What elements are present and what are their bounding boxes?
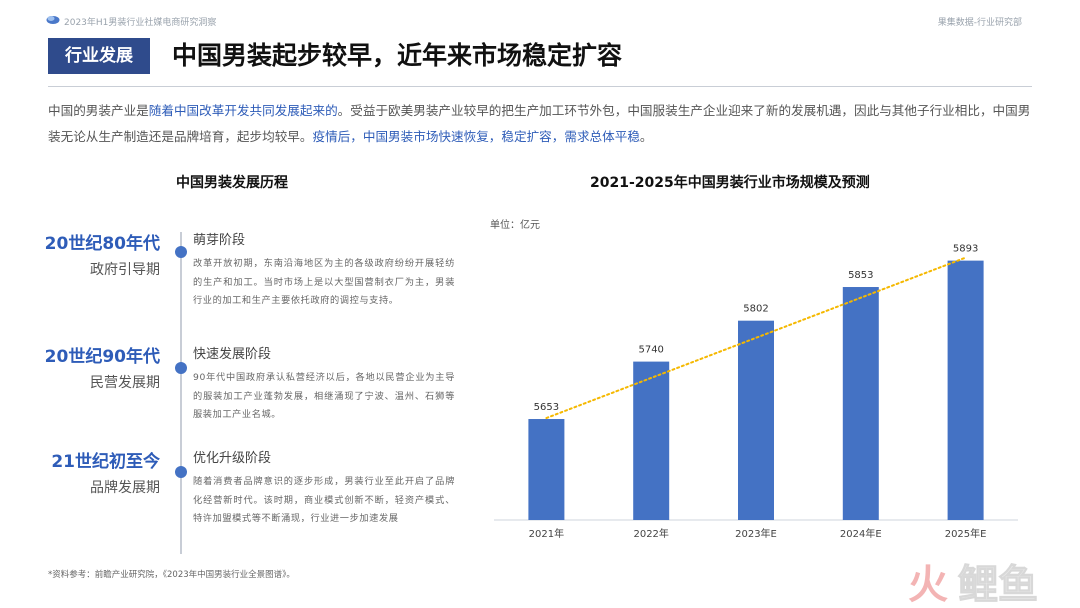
era-1: 20世纪80年代 政府引导期 <box>20 233 160 281</box>
page-title: 中国男装起步较早，近年来市场稳定扩容 <box>172 41 623 70</box>
stage-description: 90年代中国政府承认私营经济以后，各地以民营企业为主导的服装加工产业蓬勃发展，相… <box>193 372 455 420</box>
timeline-title: 中国男装发展历程 <box>176 175 288 191</box>
department-label: 果集数据-行业研究部 <box>937 18 1022 28</box>
data-label: 5853 <box>848 270 873 281</box>
era-2: 20世纪90年代 民营发展期 <box>20 346 160 394</box>
stage-2: 快速发展阶段 90年代中国政府承认私营经济以后，各地以民营企业为主导的服装加工产… <box>193 346 455 425</box>
era-name: 品牌发展期 <box>90 480 160 496</box>
intro-highlight-2: 疫情后，中国男装市场快速恢复，稳定扩容，需求总体平稳 <box>312 129 640 144</box>
footnote: *资料参考：前瞻产业研究院，《2023年中国男装行业全景图谱》。 <box>48 570 295 580</box>
era-year: 21世纪初至今 <box>51 452 160 472</box>
x-tick-label: 2021年 <box>529 527 564 540</box>
timeline-dot <box>175 246 187 258</box>
stage-3: 优化升级阶段 随着消费者品牌意识的逐步形成，男装行业至此开启了品牌化经营新时代。… <box>193 450 455 529</box>
svg-text:鲤鱼: 鲤鱼 <box>958 562 1038 604</box>
stage-title: 萌芽阶段 <box>193 233 246 248</box>
bar <box>947 260 984 520</box>
era-3: 21世纪初至今 品牌发展期 <box>20 451 160 499</box>
section-tag: 行业发展 <box>48 38 150 74</box>
intro-text-2: 。受益于欧美男装产业较早的把生产加工环节外包，中国服装生产企业迎来了新的发展机遇… <box>48 103 1031 144</box>
unit-label: 单位：亿元 <box>490 220 540 231</box>
brand-logo-icon <box>46 16 60 24</box>
data-label: 5802 <box>743 304 768 315</box>
bar <box>528 419 565 520</box>
intro-highlight-1: 随着中国改革开发共同发展起来的 <box>148 103 338 118</box>
era-year: 20世纪90年代 <box>44 347 160 367</box>
intro-text-1: 中国的男装产业是 <box>48 103 149 118</box>
timeline-axis <box>180 232 182 554</box>
svg-text:火: 火 <box>908 562 948 604</box>
report-title: 2023年H1男装行业社媒电商研究洞察 <box>64 18 217 28</box>
bar-chart: 5653 2021年 5740 2022年 5802 2023年E 5853 2024年E 58… <box>494 244 1018 540</box>
stage-title: 优化升级阶段 <box>193 451 272 466</box>
x-tick-label: 2025年E <box>945 527 987 540</box>
data-label: 5740 <box>638 345 663 356</box>
stage-description: 改革开放初期，东南沿海地区为主的各级政府纷纷开展轻纺的生产和加工。当时市场上是以… <box>193 258 455 306</box>
top-bar: 2023年H1男装行业社媒电商研究洞察 果集数据-行业研究部 <box>46 14 1022 28</box>
chart-title: 2021-2025年中国男装行业市场规模及预测 <box>590 175 870 191</box>
stage-1: 萌芽阶段 改革开放初期，东南沿海地区为主的各级政府纷纷开展轻纺的生产和加工。当时… <box>193 232 455 311</box>
watermark-logo: 火 鲤鱼 <box>908 562 1039 605</box>
data-label: 5653 <box>534 402 559 413</box>
intro-text-3: 。 <box>639 129 653 144</box>
timeline-dot <box>175 466 187 478</box>
timeline-dot <box>175 362 187 374</box>
trend-line <box>545 256 967 420</box>
intro-paragraph: 中国的男装产业是随着中国改革开发共同发展起来的。受益于欧美男装产业较早的把生产加… <box>48 98 1034 150</box>
era-year: 20世纪80年代 <box>44 234 160 254</box>
stage-title: 快速发展阶段 <box>193 347 272 362</box>
x-tick-label: 2023年E <box>735 527 777 540</box>
bar <box>633 361 670 520</box>
bar <box>842 287 879 520</box>
era-name: 民营发展期 <box>90 375 160 391</box>
era-name: 政府引导期 <box>90 262 160 278</box>
x-tick-label: 2022年 <box>633 527 668 540</box>
stage-description: 随着消费者品牌意识的逐步形成，男装行业至此开启了品牌化经营新时代。该时期，商业模… <box>193 476 455 524</box>
data-label: 5893 <box>953 244 978 255</box>
x-tick-label: 2024年E <box>840 527 882 540</box>
divider <box>48 86 1032 87</box>
bar <box>738 320 774 520</box>
